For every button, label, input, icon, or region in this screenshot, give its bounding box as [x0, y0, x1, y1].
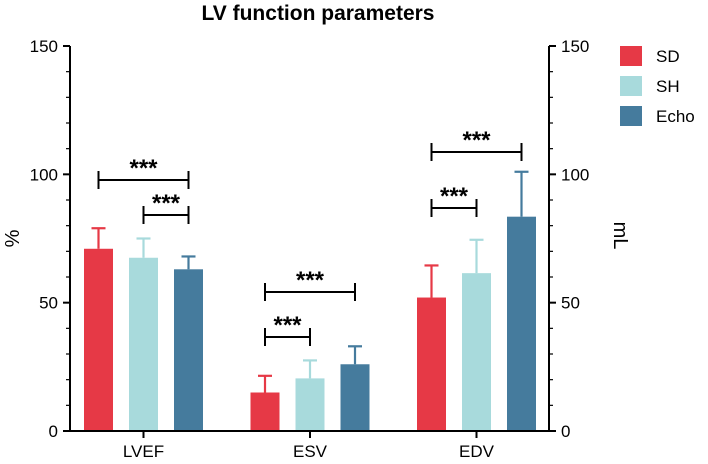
y-tick-label-left: 50: [39, 294, 58, 313]
y-axis-label-right: mL: [609, 222, 631, 250]
x-tick-label-lvef: LVEF: [123, 442, 164, 461]
x-tick-label-edv: EDV: [459, 442, 495, 461]
x-tick-label-esv: ESV: [293, 442, 328, 461]
y-tick-label-right: 50: [561, 294, 580, 313]
legend-label-sh: SH: [656, 77, 680, 96]
plot-area: [84, 170, 536, 431]
legend: SD SH Echo: [620, 46, 695, 126]
bar-echo-edv: [507, 216, 536, 431]
y-tick-label-right: 100: [561, 165, 589, 184]
bar-sd-lvef: [84, 248, 113, 431]
y-tick-label-right: 0: [561, 422, 570, 441]
bar-sh-esv: [295, 378, 325, 431]
bar-echo-esv: [340, 364, 370, 431]
y-tick-label-right: 150: [561, 37, 589, 56]
bar-sh-edv: [462, 273, 491, 431]
axes: 0 0 50 50 100 100 150 150 LVEF ESV EDV% mL: [2, 37, 631, 461]
legend-label-sd: SD: [656, 47, 680, 66]
significance-label: ***: [462, 127, 491, 154]
significance-brackets: *** *** *** *** *** ***: [97, 127, 523, 346]
chart-title: LV function parameters: [202, 2, 435, 25]
significance-label: ***: [440, 183, 469, 210]
significance-label: ***: [273, 312, 302, 339]
significance-label: ***: [129, 155, 158, 182]
significance-label: ***: [296, 267, 325, 294]
legend-swatch-sd: [620, 46, 642, 66]
y-axis-label-left: %: [2, 229, 24, 247]
legend-label-echo: Echo: [656, 107, 695, 126]
significance-label: ***: [152, 190, 181, 217]
y-tick-label-left: 0: [49, 422, 58, 441]
legend-swatch-sh: [620, 76, 642, 96]
legend-swatch-echo: [620, 106, 642, 126]
y-tick-label-left: 100: [30, 165, 58, 184]
bar-echo-lvef: [174, 269, 203, 431]
y-tick-label-left: 150: [30, 37, 58, 56]
bar-sh-lvef: [129, 257, 158, 431]
bar-sd-edv: [417, 297, 446, 431]
bar-sd-esv: [250, 392, 280, 431]
